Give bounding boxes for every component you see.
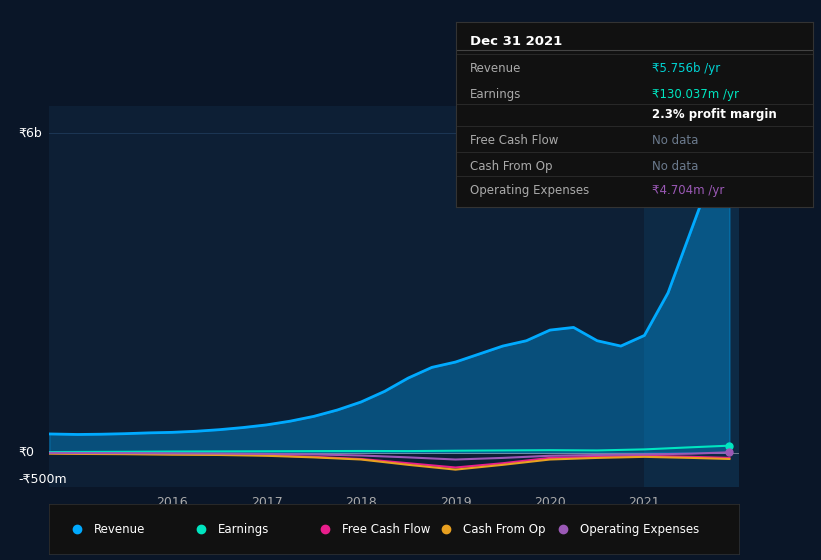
Text: Earnings: Earnings [470,88,521,101]
Text: Operating Expenses: Operating Expenses [470,184,589,197]
Text: Free Cash Flow: Free Cash Flow [342,522,431,536]
Text: -₹500m: -₹500m [18,473,67,486]
Text: ₹0: ₹0 [18,446,34,459]
Text: Revenue: Revenue [94,522,145,536]
Bar [644,106,739,487]
Text: Dec 31 2021: Dec 31 2021 [470,35,562,48]
Text: Earnings: Earnings [218,522,269,536]
Text: No data: No data [652,134,699,147]
Text: Free Cash Flow: Free Cash Flow [470,134,558,147]
Text: ₹5.756b /yr: ₹5.756b /yr [652,62,720,75]
Text: Cash From Op: Cash From Op [470,160,553,173]
Text: ₹6b: ₹6b [18,127,42,139]
Text: 2.3% profit margin: 2.3% profit margin [652,108,777,122]
Text: ₹4.704m /yr: ₹4.704m /yr [652,184,724,197]
Text: ₹130.037m /yr: ₹130.037m /yr [652,88,739,101]
Text: Revenue: Revenue [470,62,521,75]
Text: No data: No data [652,160,699,173]
Text: Operating Expenses: Operating Expenses [580,522,699,536]
Text: Cash From Op: Cash From Op [463,522,545,536]
